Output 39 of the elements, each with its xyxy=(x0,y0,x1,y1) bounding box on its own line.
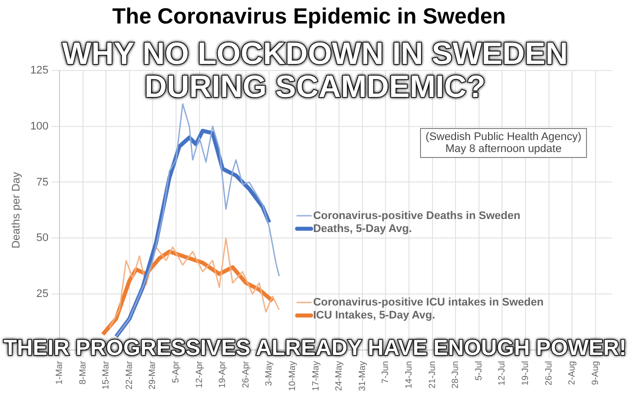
x-tick-label: 12-Jul xyxy=(496,360,507,386)
x-tick-label: 22-Mar xyxy=(124,360,134,390)
annotation: May 8 afternoon update xyxy=(445,143,562,155)
x-tick-label: 7-Jun xyxy=(380,360,390,384)
x-tick-label: 21-Jun xyxy=(426,360,437,389)
x-tick-label: 2-Aug xyxy=(566,360,577,386)
y-tick-label: 125 xyxy=(30,64,49,76)
x-tick-label: 29-Mar xyxy=(147,360,158,390)
x-tick-label: 15-Mar xyxy=(100,360,111,390)
chart-title: The Coronavirus Epidemic in Sweden xyxy=(112,3,506,28)
legend-label: Coronavirus-positive ICU intakes in Sweden xyxy=(313,296,544,308)
x-tick-label: 19-Apr xyxy=(217,360,228,388)
annotation: (Swedish Public Health Agency) xyxy=(426,131,582,143)
x-tick-label: 26-Apr xyxy=(240,360,250,388)
legend-label: Coronavirus-positive Deaths in Sweden xyxy=(313,210,521,222)
y-tick-label: 25 xyxy=(36,288,49,300)
y-tick-label: 50 xyxy=(36,232,49,244)
x-tick-label: 12-Apr xyxy=(194,360,204,388)
x-tick-label: 17-May xyxy=(310,360,320,392)
annotation: THEIR PROGRESSIVES ALREADY HAVE ENOUGH POWER! xyxy=(1,335,628,360)
x-tick-label: 8-Mar xyxy=(77,360,88,385)
x-tick-label: 5-Jul xyxy=(473,360,484,381)
x-tick-label: 28-Jun xyxy=(450,360,460,389)
x-tick-label: 19-Jul xyxy=(520,360,530,386)
x-tick-label: 31-May xyxy=(356,360,367,392)
annotation: WHY NO LOCKDOWN IN SWEDEN DURING SCAMDEMIC? xyxy=(62,36,568,104)
x-tick-label: 9-Aug xyxy=(590,360,600,386)
legend-label: ICU Intakes, 5-Day Avg. xyxy=(313,309,436,322)
x-tick-label: 10-May xyxy=(286,360,297,392)
x-tick-label: 14-Jun xyxy=(403,360,414,389)
x-tick-label: 24-May xyxy=(334,360,344,392)
y-tick-label: 100 xyxy=(30,120,49,132)
x-tick-label: 3-May xyxy=(264,360,274,386)
x-tick-label: 1-Mar xyxy=(54,360,64,385)
x-tick-label: 5-Apr xyxy=(170,360,181,384)
y-axis-title: Deaths per Day xyxy=(10,171,23,248)
x-tick-label: 26-Jul xyxy=(543,360,554,386)
y-tick-label: 75 xyxy=(36,176,49,188)
legend-label: Deaths, 5-Day Avg. xyxy=(313,222,412,235)
